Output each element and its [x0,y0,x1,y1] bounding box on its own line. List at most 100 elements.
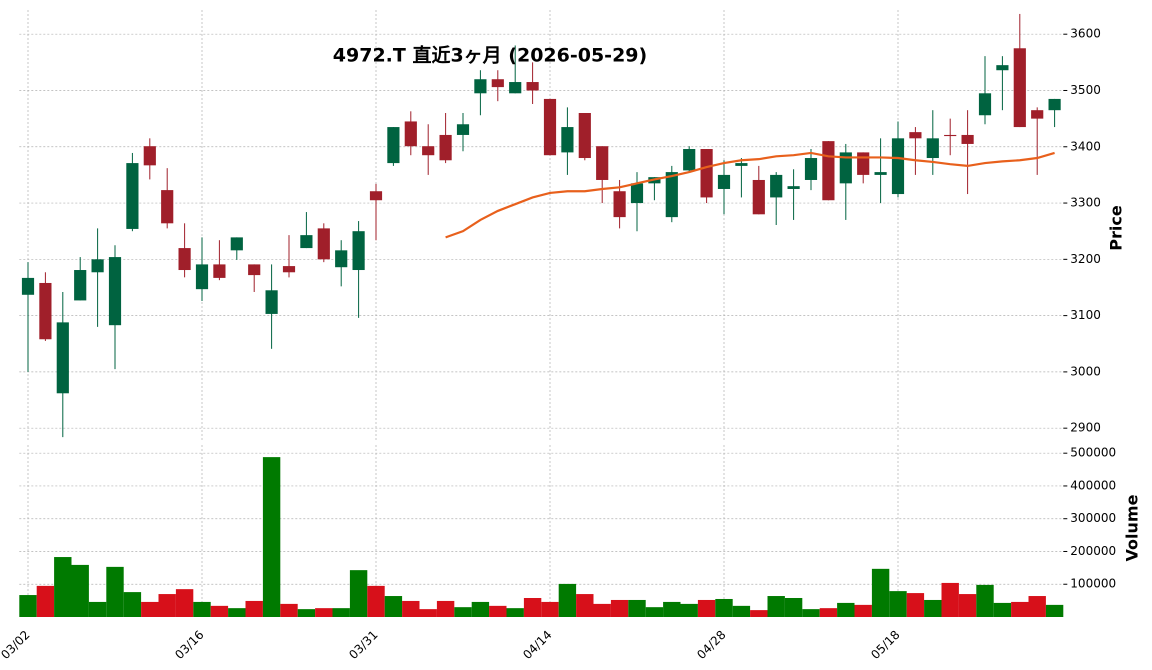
volume-bar [297,609,316,617]
volume-bar [871,568,890,617]
volume-bar [941,582,959,617]
candle-body [787,186,800,189]
candle-body [978,93,992,116]
y-tick-label: 400000 [1070,478,1116,492]
candle-body [282,266,296,273]
y-tick-label: 3400 [1070,139,1101,153]
candle-body [335,250,348,268]
volume-bar [889,591,907,617]
x-tick-label: 04/28 [694,628,728,662]
volume-bar [1045,604,1064,617]
candle-body [526,82,539,91]
candle-body [561,127,574,153]
candle-body [804,158,818,180]
candle-body [700,149,713,198]
volume-bar [175,589,194,617]
chart-title: 4972.T 直近3ヶ月 (2026-05-29) [333,44,647,67]
volume-bar [384,596,403,617]
y-tick-label: 500000 [1070,446,1116,460]
x-tick-label: 03/16 [172,628,206,662]
candle-body [944,134,957,137]
volume-bar [419,609,437,617]
volume-bar [210,605,229,617]
volume-bar [436,600,455,617]
volume-bar [262,457,281,617]
candle-body [248,264,261,276]
volume-bar [315,608,333,617]
candle-body [265,290,278,314]
volume-bar [854,604,872,617]
y-tick-label: 3600 [1070,27,1101,41]
candle-body [108,257,122,326]
volume-bar [958,594,977,617]
candle-body [874,172,887,175]
volume-bar [750,610,768,617]
x-tick-label: 05/18 [868,628,902,662]
candle-body [404,121,417,147]
x-tick-label: 04/14 [520,628,554,662]
candle-body [161,190,174,224]
candle-body [300,235,313,249]
candle-body [213,264,226,278]
volume-bar [802,609,820,617]
candle-body [752,179,765,215]
candle-body [56,322,69,394]
volume-bar [610,599,629,617]
x-tick-label: 03/31 [346,628,380,662]
volume-bar [280,603,298,617]
candle-body [387,127,400,164]
candle-body [509,82,522,94]
volume-bar [454,607,472,617]
volume-bar [715,598,733,617]
candle-body [857,152,870,175]
volume-bar [106,566,124,617]
y-axis-label: Volume [1123,494,1142,561]
y-tick-label: 3000 [1070,364,1101,378]
volume-bar [576,594,594,617]
volume-bar [993,602,1012,617]
volume-bar [349,570,368,617]
y-tick-label: 2900 [1070,421,1101,435]
y-tick-label: 3100 [1070,308,1101,322]
volume-bar [558,583,577,617]
volume-bar [54,557,72,617]
y-axis-label: Price [1107,205,1126,251]
volume-bar [906,593,925,617]
y-tick-label: 3500 [1070,83,1101,97]
candle-body [961,134,974,144]
candle-body [891,138,905,195]
volume-bar [402,600,420,617]
y-tick-label: 100000 [1070,577,1116,591]
volume-bar [123,592,142,617]
volume-bar [141,601,159,617]
volume-bar [1028,596,1046,617]
candle-body [474,79,487,94]
volume-bar [593,603,611,617]
candle-body [91,259,104,273]
volume-bar [732,605,751,617]
volume-bar [245,600,263,617]
candle-body [439,134,452,161]
candle-body [839,152,852,184]
volume-bar [71,564,89,617]
y-tick-label: 200000 [1070,544,1116,558]
volume-bar [158,594,176,617]
volume-bar [663,601,681,617]
volume-bar [332,608,350,617]
moving-average-line [445,151,1055,239]
candle-body [178,248,191,271]
candle-body [1048,98,1061,111]
y-tick-label: 300000 [1070,511,1116,525]
volume-bar [506,608,524,617]
volume-bar [228,608,246,617]
volume-bar [924,599,942,617]
volume-bar [88,601,107,617]
volume-bar [471,601,490,617]
volume-bar [489,605,507,617]
candle-body [491,79,504,88]
volume-bar [697,599,716,617]
y-tick-label: 3200 [1070,252,1101,266]
candle-body [926,138,939,159]
candle-body [195,264,209,290]
